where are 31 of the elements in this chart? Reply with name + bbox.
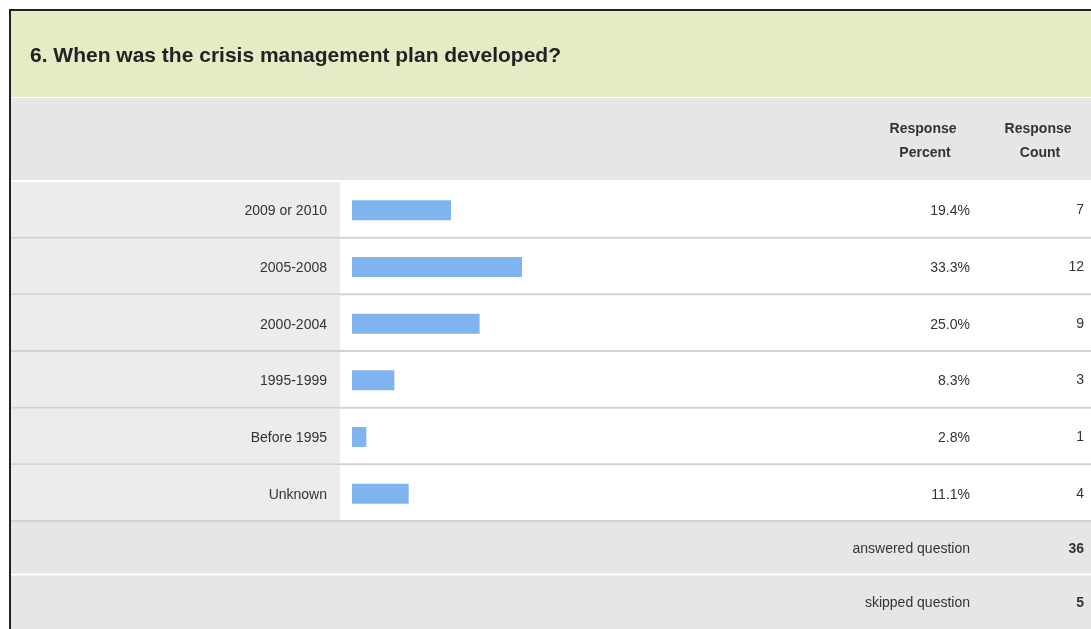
data-label: 25.0% bbox=[930, 315, 970, 332]
bar bbox=[352, 370, 395, 391]
bar bbox=[352, 257, 522, 277]
y-tick-label: Before 1995 bbox=[250, 429, 328, 445]
data-label: 2.8% bbox=[938, 429, 970, 445]
y-tick-label: 2000-2004 bbox=[260, 315, 328, 332]
text: Response Count bbox=[1004, 120, 1076, 160]
text: answered question bbox=[852, 539, 970, 556]
data-label: 33.3% bbox=[930, 259, 970, 275]
bar bbox=[352, 313, 480, 334]
text: 1 bbox=[1076, 428, 1085, 444]
chart-title: 6. When was the crisis management plan developed? bbox=[30, 42, 561, 66]
bar bbox=[352, 483, 409, 504]
text: 4 bbox=[1076, 484, 1085, 501]
data-label: 19.4% bbox=[930, 202, 970, 219]
data-label: 8.3% bbox=[938, 372, 970, 389]
y-tick-label: 2009 or 2010 bbox=[244, 202, 328, 219]
y-tick-label: 1995-1999 bbox=[260, 372, 328, 389]
data-label: 11.1% bbox=[931, 485, 970, 502]
text: Response Percent bbox=[889, 120, 961, 160]
text: 3 bbox=[1076, 371, 1085, 388]
text: 12 bbox=[1068, 258, 1085, 274]
text: skipped question bbox=[864, 594, 970, 611]
y-tick-label: 2005-2008 bbox=[260, 259, 328, 275]
y-tick-label: Unknown bbox=[268, 485, 327, 502]
bar bbox=[352, 427, 367, 447]
bar bbox=[352, 200, 452, 221]
text: 5 bbox=[1076, 594, 1085, 611]
text: 7 bbox=[1076, 201, 1085, 218]
text: 9 bbox=[1076, 314, 1085, 331]
text: 36 bbox=[1068, 539, 1085, 556]
